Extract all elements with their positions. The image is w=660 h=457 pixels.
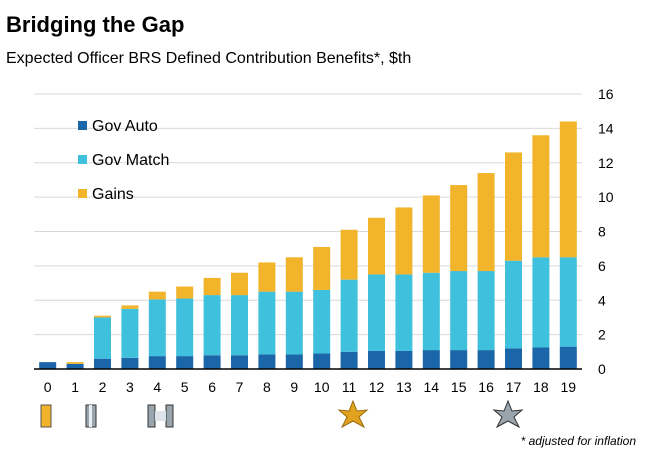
chart-title: Bridging the Gap	[6, 12, 184, 37]
x-tick-label: 11	[342, 379, 357, 395]
x-tick-label: 19	[561, 379, 577, 395]
bar-segment	[395, 274, 413, 351]
y-tick-label: 2	[598, 327, 606, 343]
bar-segment	[203, 277, 221, 296]
chart-subtitle: Expected Officer BRS Defined Contributio…	[6, 50, 411, 67]
x-tick-label: 7	[236, 379, 244, 395]
x-tick-label: 17	[506, 379, 522, 395]
bar-segment	[121, 305, 139, 309]
bar-segment	[340, 279, 358, 352]
footnote: * adjusted for inflation	[521, 434, 637, 448]
bar-segment	[94, 315, 111, 318]
legend-label: Gov Match	[92, 152, 169, 169]
bar-segment	[450, 185, 468, 272]
legend-label: Gov Auto	[92, 118, 158, 135]
x-tick-label: 2	[99, 379, 107, 395]
x-tick-label: 9	[290, 379, 298, 395]
bar-segment	[285, 291, 303, 355]
bar-segment	[121, 308, 139, 358]
bar-segment	[285, 354, 303, 369]
bar-segment	[559, 121, 577, 258]
bar-segment	[121, 357, 139, 369]
bar-segment	[231, 295, 248, 356]
x-tick-label: 14	[424, 379, 440, 395]
bar-segment	[532, 347, 550, 369]
x-tick-label: 16	[478, 379, 494, 395]
bar-segment	[148, 356, 166, 369]
x-tick-label: 13	[396, 379, 412, 395]
bar-segment	[340, 351, 358, 369]
x-tick-label: 3	[126, 379, 134, 395]
legend-label: Gains	[92, 186, 134, 203]
y-tick-label: 16	[598, 86, 614, 102]
bar-segment	[203, 355, 221, 369]
bar-segment	[422, 350, 440, 369]
bar-segment	[94, 358, 111, 369]
bar-segment	[285, 257, 303, 292]
bar-segment	[258, 354, 276, 369]
bar-segment	[258, 262, 276, 292]
y-tick-label: 8	[598, 224, 606, 240]
x-tick-label: 8	[263, 379, 271, 395]
bar-segment	[559, 257, 577, 347]
x-tick-label: 4	[153, 379, 161, 395]
bar-segment	[231, 272, 248, 296]
rank-icons	[40, 399, 524, 429]
y-tick-label: 6	[598, 258, 606, 274]
x-tick-label: 15	[451, 379, 467, 395]
legend-swatch	[78, 155, 87, 164]
bar-segment	[505, 348, 522, 369]
y-tick-label: 0	[598, 361, 606, 377]
bar-segment	[66, 363, 84, 369]
bar-segment	[258, 291, 276, 355]
bar-segment	[368, 350, 385, 369]
bar-segment	[313, 246, 331, 290]
bar-segment	[395, 350, 413, 369]
bar-segment	[532, 135, 550, 258]
y-tick-label: 10	[598, 189, 614, 205]
bar-segment	[231, 355, 248, 369]
bar-segment	[395, 207, 413, 275]
bar-segment	[176, 286, 194, 299]
bar-segment	[313, 353, 331, 369]
bar-segment	[559, 346, 577, 369]
bar-segment	[450, 350, 468, 369]
bar-segment	[368, 274, 385, 351]
bar-segment	[368, 217, 385, 275]
bar-segment	[505, 152, 522, 261]
bar-segment	[176, 356, 194, 369]
bar-segment	[477, 271, 495, 351]
bar-segment	[148, 299, 166, 357]
x-tick-label: 5	[181, 379, 189, 395]
bar-segment	[39, 362, 57, 369]
bar-segment	[450, 271, 468, 351]
bar-segment	[505, 260, 522, 349]
bar-segment	[477, 350, 495, 369]
y-tick-label: 12	[598, 155, 614, 171]
x-tick-label: 1	[71, 379, 79, 395]
bar-segment	[203, 295, 221, 356]
bar-segment	[477, 173, 495, 272]
bar-segment	[340, 229, 358, 280]
bar-segment	[176, 298, 194, 357]
x-tick-label: 12	[369, 379, 385, 395]
y-tick-label: 4	[598, 292, 606, 308]
bar-segment	[66, 362, 84, 364]
x-tick-label: 10	[314, 379, 330, 395]
bar-segment	[313, 289, 331, 354]
y-tick-label: 14	[598, 120, 614, 136]
bar-segment	[422, 195, 440, 273]
legend-swatch	[78, 189, 87, 198]
bar-segment	[94, 317, 111, 359]
bar-segment	[148, 291, 166, 300]
x-tick-label: 6	[208, 379, 216, 395]
x-tick-label: 0	[44, 379, 52, 395]
bar-segment	[532, 257, 550, 348]
legend-swatch	[78, 121, 87, 130]
x-tick-label: 18	[533, 379, 549, 395]
bar-segment	[422, 272, 440, 351]
